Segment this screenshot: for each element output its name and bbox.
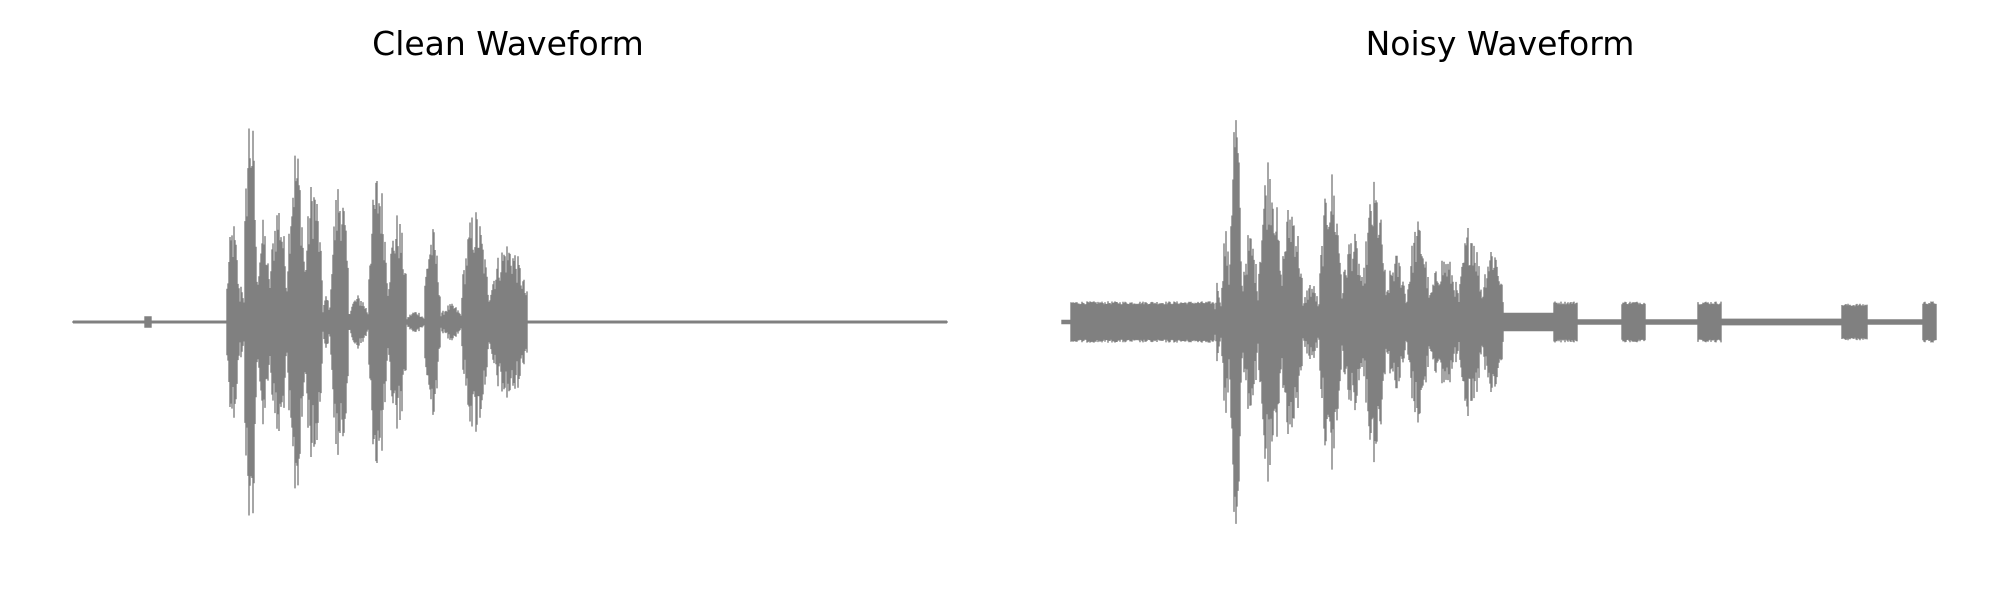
noisy-waveform-plot [1061, 120, 1937, 524]
clean-waveform-plot [72, 128, 948, 516]
clean-waveform-title: Clean Waveform [372, 24, 644, 63]
noisy-waveform-title: Noisy Waveform [1365, 24, 1635, 63]
